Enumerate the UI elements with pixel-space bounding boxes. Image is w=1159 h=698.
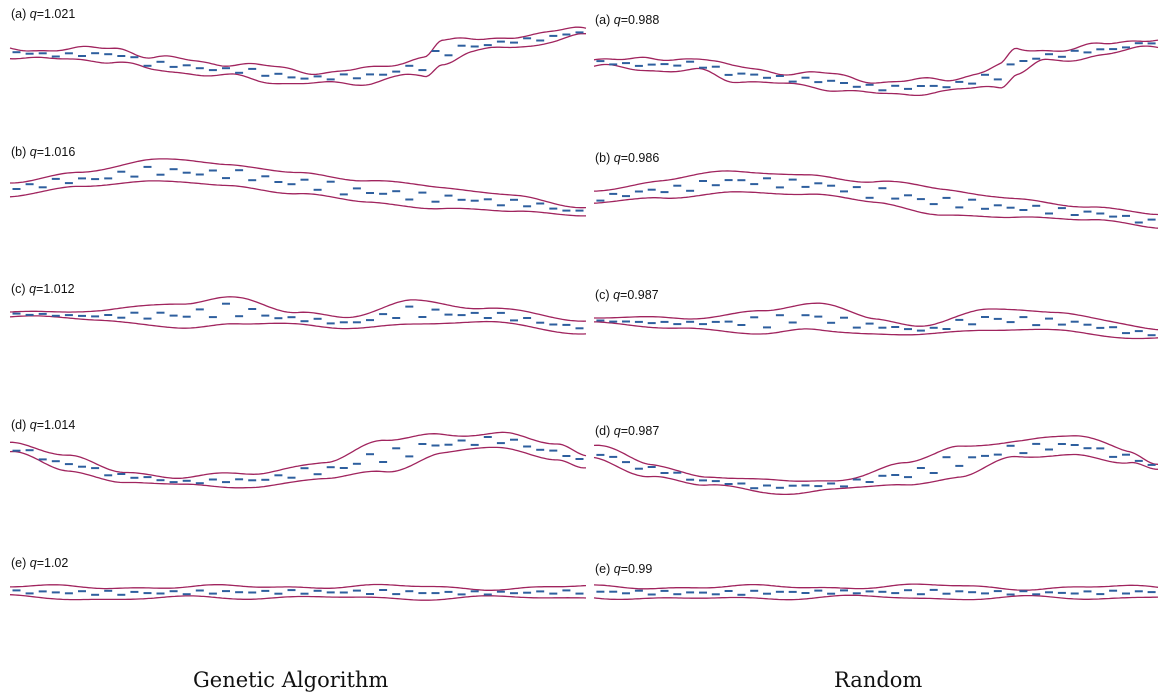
corridor-wall-upper bbox=[593, 583, 1159, 591]
panel-prefix: (e) bbox=[11, 556, 30, 570]
corridor-panel-d-ga bbox=[9, 431, 587, 489]
corridor-wall-lower bbox=[9, 32, 587, 86]
q-value: =0.99 bbox=[620, 562, 653, 576]
corridor-panel-e-ga bbox=[9, 583, 587, 601]
panel-prefix: (b) bbox=[11, 145, 30, 159]
q-symbol: q bbox=[613, 151, 621, 165]
corridor-wall-upper bbox=[10, 583, 587, 591]
q-value: =1.012 bbox=[36, 282, 75, 296]
column-caption-genetic-algorithm: Genetic Algorithm bbox=[193, 668, 389, 692]
panel-prefix: (c) bbox=[595, 288, 614, 302]
corridor-wall-upper bbox=[594, 170, 1159, 216]
q-symbol: q bbox=[29, 7, 37, 21]
panel-label-e-ga: (e) q=1.02 bbox=[11, 556, 68, 570]
corridor-panel-a-ga bbox=[9, 26, 587, 86]
corridor-wall-lower bbox=[9, 594, 587, 601]
q-symbol: q bbox=[613, 13, 621, 27]
corridor-wall-lower bbox=[9, 180, 586, 217]
corridor-panel-e-random bbox=[593, 583, 1159, 601]
q-symbol: q bbox=[29, 418, 37, 432]
corridor-wall-upper bbox=[593, 39, 1159, 84]
q-value: =0.987 bbox=[620, 288, 659, 302]
panel-label-c-random: (c) q=0.987 bbox=[595, 288, 659, 302]
corridor-wall-upper bbox=[10, 431, 587, 479]
corridor-wall-lower bbox=[594, 321, 1159, 340]
q-symbol: q bbox=[29, 556, 37, 570]
panel-label-e-random: (e) q=0.99 bbox=[595, 562, 652, 576]
q-symbol: q bbox=[29, 145, 37, 159]
corridor-wall-lower bbox=[9, 446, 586, 489]
corridor-panel-b-random bbox=[593, 170, 1159, 229]
corridor-wall-lower bbox=[593, 453, 1159, 496]
corridor-wall-lower bbox=[593, 45, 1159, 97]
corridor-wall-upper bbox=[593, 435, 1159, 482]
corridor-wall-lower bbox=[593, 191, 1159, 229]
q-value: =1.021 bbox=[36, 7, 76, 21]
column-caption-random: Random bbox=[834, 668, 923, 692]
panel-prefix: (e) bbox=[595, 562, 614, 576]
panel-prefix: (d) bbox=[595, 424, 614, 438]
q-value: =1.014 bbox=[36, 418, 76, 432]
panel-label-a-ga: (a) q=1.021 bbox=[11, 7, 75, 21]
corridor-wall-lower bbox=[593, 594, 1159, 601]
corridor-wall-upper bbox=[10, 158, 587, 209]
panel-prefix: (a) bbox=[595, 13, 614, 27]
corridor-panel-c-random bbox=[594, 302, 1159, 340]
panel-prefix: (c) bbox=[11, 282, 30, 296]
panel-prefix: (a) bbox=[11, 7, 30, 21]
panel-prefix: (d) bbox=[11, 418, 30, 432]
panel-label-b-random: (b) q=0.986 bbox=[595, 151, 659, 165]
corridor-panel-d-random bbox=[593, 435, 1159, 496]
q-symbol: q bbox=[613, 562, 621, 576]
corridor-panel-a-random bbox=[593, 39, 1159, 97]
corridor-wall-upper bbox=[594, 302, 1159, 331]
corridor-panel-b-ga bbox=[9, 158, 587, 217]
q-value: =0.987 bbox=[620, 424, 660, 438]
q-value: =0.988 bbox=[620, 13, 660, 27]
corridor-panel-c-ga bbox=[9, 296, 587, 335]
q-value: =1.02 bbox=[36, 556, 69, 570]
q-value: =1.016 bbox=[36, 145, 76, 159]
panel-prefix: (b) bbox=[595, 151, 614, 165]
corridor-wall-upper bbox=[9, 296, 587, 322]
corridor-wall-upper bbox=[9, 26, 587, 76]
panel-label-d-ga: (d) q=1.014 bbox=[11, 418, 75, 432]
q-symbol: q bbox=[613, 288, 621, 302]
panel-label-a-random: (a) q=0.988 bbox=[595, 13, 659, 27]
panel-label-c-ga: (c) q=1.012 bbox=[11, 282, 75, 296]
corridor-wall-lower bbox=[9, 315, 587, 335]
q-symbol: q bbox=[613, 424, 621, 438]
q-value: =0.986 bbox=[620, 151, 660, 165]
q-symbol: q bbox=[29, 282, 37, 296]
panel-label-b-ga: (b) q=1.016 bbox=[11, 145, 75, 159]
panel-label-d-random: (d) q=0.987 bbox=[595, 424, 659, 438]
